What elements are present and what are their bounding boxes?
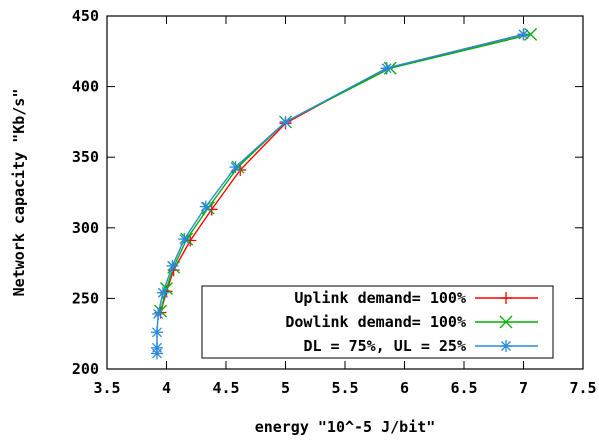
series-1 — [154, 28, 530, 319]
x-tick-label: 5 — [281, 379, 290, 397]
series-line — [159, 33, 524, 313]
x-axis-title: energy "10^-5 J/bit" — [255, 418, 436, 436]
legend-marker — [499, 315, 513, 329]
y-tick-label: 450 — [72, 7, 99, 25]
y-tick-label: 400 — [72, 78, 99, 96]
marker-stroke — [381, 63, 392, 74]
series-point — [150, 341, 163, 354]
series-point — [199, 200, 212, 213]
series-point — [517, 28, 530, 41]
marker-stroke — [157, 287, 168, 298]
marker-stroke — [200, 201, 211, 212]
series-point — [152, 307, 165, 320]
marker-stroke — [201, 201, 215, 215]
marker-stroke — [152, 342, 162, 353]
y-tick-label: 350 — [72, 148, 99, 166]
series-point — [166, 259, 179, 272]
series-line — [159, 33, 531, 312]
y-tick-label: 300 — [72, 219, 99, 237]
series-point — [150, 326, 163, 339]
series-point — [201, 201, 215, 215]
legend-marker — [500, 340, 512, 352]
y-tick-label: 250 — [72, 289, 99, 307]
marker-stroke — [153, 308, 164, 319]
marker-stroke — [152, 327, 162, 338]
legend-label: DL = 75%, UL = 25% — [303, 337, 466, 355]
y-tick-label: 200 — [72, 360, 99, 378]
marker-stroke — [280, 116, 291, 127]
series-point — [178, 233, 191, 246]
series-point — [229, 161, 242, 174]
marker-stroke — [230, 162, 241, 173]
marker-stroke — [167, 260, 178, 271]
series-point — [156, 286, 169, 299]
marker-stroke — [499, 315, 513, 329]
x-tick-label: 5.5 — [331, 379, 358, 397]
legend-marker — [500, 292, 512, 304]
x-tick-label: 7.5 — [569, 379, 596, 397]
x-tick-label: 7 — [519, 379, 528, 397]
y-axis-title: Network capacity "Kb/s" — [10, 89, 28, 297]
x-tick-label: 3.5 — [93, 379, 120, 397]
marker-stroke — [501, 341, 511, 351]
marker-stroke — [179, 234, 190, 245]
x-tick-label: 6 — [400, 379, 409, 397]
x-tick-label: 4.5 — [212, 379, 239, 397]
series-point — [380, 62, 393, 75]
series-3 — [150, 28, 530, 360]
x-tick-label: 4 — [162, 379, 171, 397]
series-point — [279, 115, 292, 128]
x-tick-label: 6.5 — [450, 379, 477, 397]
marker-stroke — [518, 29, 529, 40]
legend-label: Dowlink demand= 100% — [285, 313, 466, 331]
series-2 — [154, 27, 538, 318]
legend-label: Uplink demand= 100% — [294, 289, 466, 307]
